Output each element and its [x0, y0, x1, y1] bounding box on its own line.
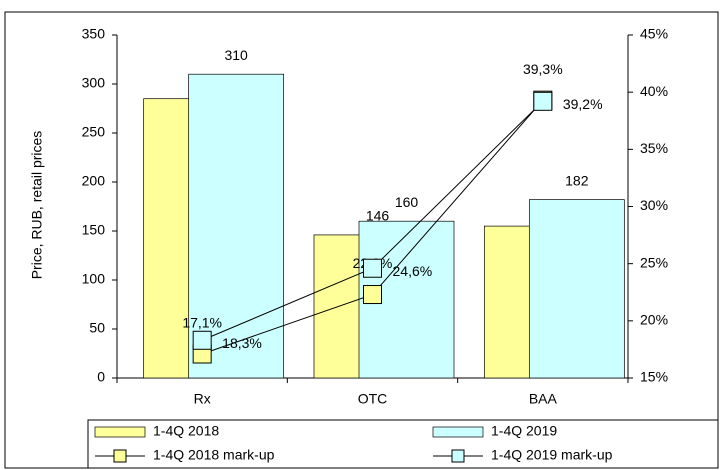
legend-marker [451, 449, 465, 463]
markup-marker [363, 285, 382, 305]
legend-label: 1-4Q 2018 mark-up [153, 447, 275, 463]
y2-tick-label: 30% [640, 197, 668, 213]
legend-label: 1-4Q 2018 [153, 423, 219, 439]
y-tick-label: 100 [82, 271, 106, 287]
y-tick-label: 200 [82, 173, 106, 189]
markup-marker [192, 330, 212, 350]
y-axis-label: Price, RUB, retail prices [29, 131, 45, 280]
markup-value-label: 39,2% [563, 96, 603, 112]
y-tick-label: 150 [82, 222, 106, 238]
bar-value-label: 160 [395, 194, 419, 210]
y-tick-label: 0 [97, 369, 105, 385]
legend-swatch [432, 426, 484, 438]
y2-tick-label: 20% [640, 312, 668, 328]
markup-marker [363, 258, 382, 278]
y2-tick-label: 25% [640, 254, 668, 270]
y-tick-label: 250 [82, 124, 106, 140]
y2-tick-label: 45% [640, 26, 668, 42]
x-tick-label: OTC [358, 391, 388, 407]
y-tick-label: 350 [82, 26, 106, 42]
markup-value-label: 18,3% [222, 335, 262, 351]
bar-value-label: 310 [224, 47, 248, 63]
bar [528, 199, 625, 379]
markup-value-label: 39,3% [523, 61, 563, 77]
y2-tick-label: 35% [640, 140, 668, 156]
bar-value-label: 146 [366, 208, 390, 224]
legend-box [87, 419, 719, 469]
y-tick-label: 300 [82, 75, 106, 91]
y2-tick-label: 15% [640, 369, 668, 385]
x-tick-label: Rx [194, 391, 211, 407]
x-tick-label: BAA [529, 391, 558, 407]
bar-value-label: 182 [565, 172, 589, 188]
legend-swatch [94, 426, 146, 438]
legend-label: 1-4Q 2019 [491, 423, 557, 439]
markup-value-label: 24,6% [393, 263, 433, 279]
markup-marker [533, 91, 553, 111]
y2-tick-label: 40% [640, 83, 668, 99]
legend-label: 1-4Q 2019 mark-up [491, 447, 613, 463]
legend-marker [113, 449, 127, 463]
y-tick-label: 50 [89, 320, 105, 336]
bar [188, 73, 285, 379]
markup-value-label: 17,1% [182, 315, 222, 331]
